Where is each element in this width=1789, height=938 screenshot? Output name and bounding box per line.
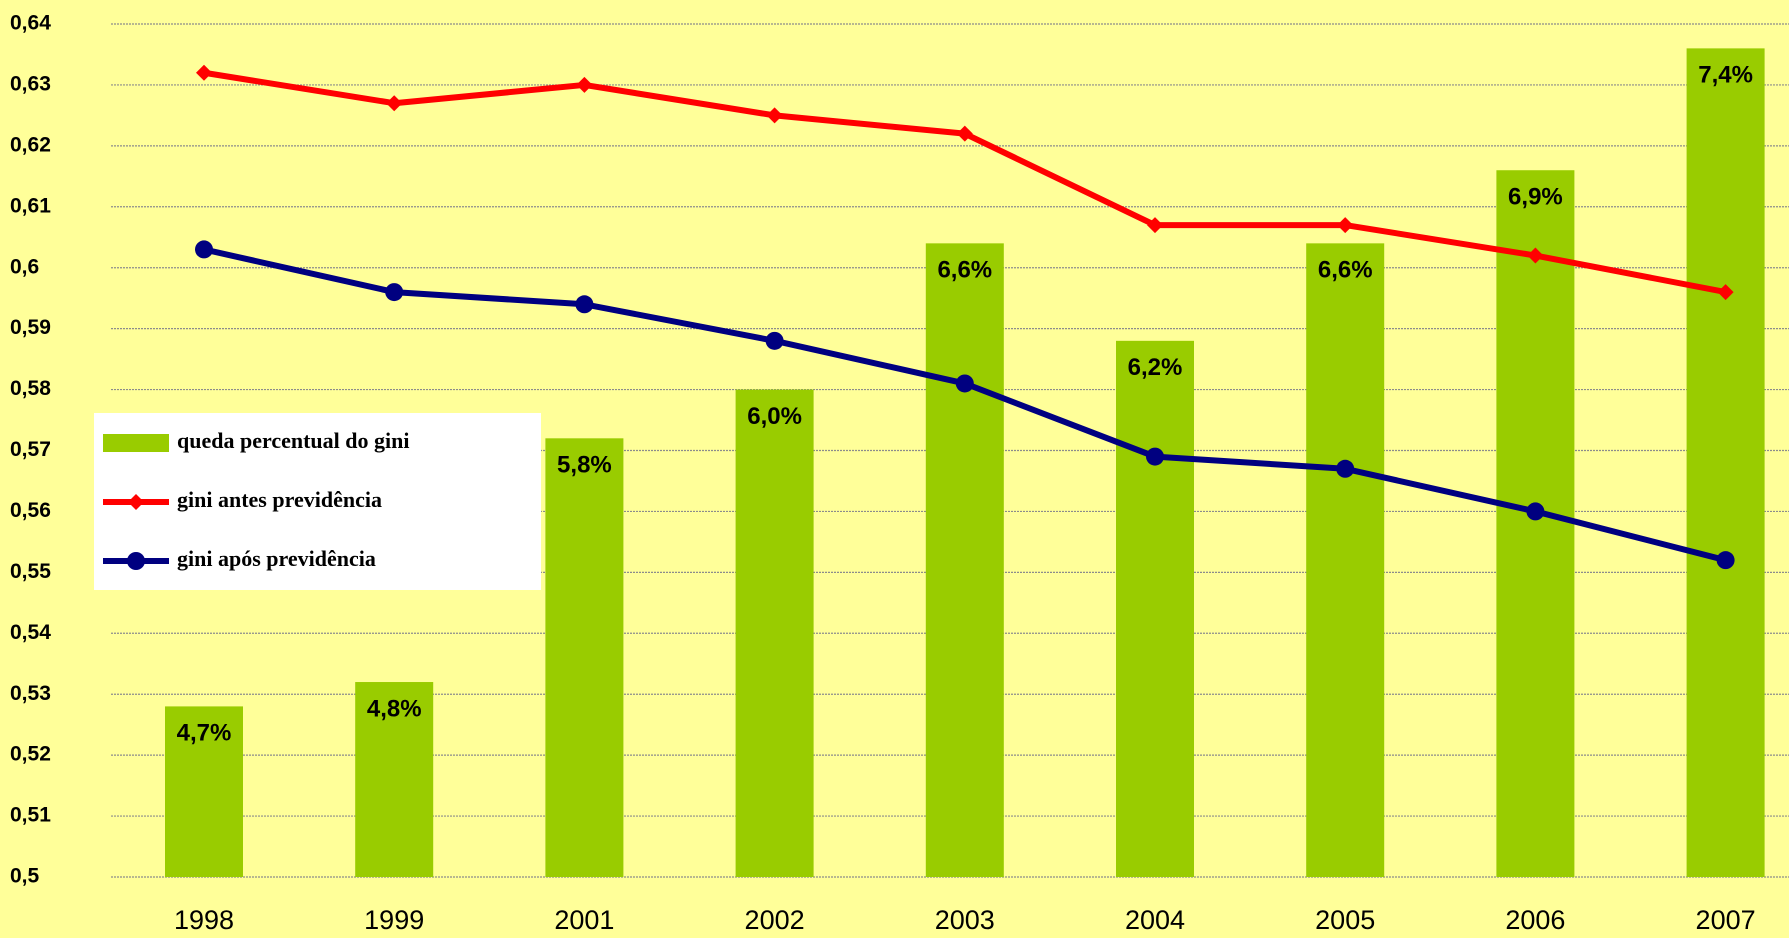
legend-symbol bbox=[103, 434, 169, 452]
bar bbox=[735, 389, 814, 877]
marker bbox=[1147, 217, 1163, 234]
y-tick-label: 0,6 bbox=[10, 255, 39, 278]
data-label: 6,2% bbox=[1128, 354, 1183, 381]
marker bbox=[576, 76, 593, 93]
data-label: 5,8% bbox=[557, 452, 612, 479]
x-tick-label: 2004 bbox=[1125, 905, 1185, 935]
marker bbox=[385, 283, 404, 302]
x-tick-label: 2006 bbox=[1505, 905, 1565, 935]
marker bbox=[1146, 447, 1164, 466]
legend-label: queda percentual do gini bbox=[177, 428, 409, 453]
y-tick-label: 0,64 bbox=[10, 12, 51, 35]
data-label: 4,7% bbox=[177, 720, 232, 747]
y-tick-label: 0,55 bbox=[10, 560, 51, 583]
legend-label: gini após previdência bbox=[177, 546, 376, 571]
y-tick-label: 0,5 bbox=[10, 865, 40, 888]
marker bbox=[1526, 502, 1545, 521]
y-tick-label: 0,53 bbox=[10, 682, 51, 705]
y-tick-label: 0,62 bbox=[10, 133, 51, 156]
bar bbox=[1686, 48, 1765, 877]
x-tick-label: 1998 bbox=[174, 905, 234, 935]
data-label: 6,6% bbox=[1318, 257, 1373, 284]
data-label: 4,8% bbox=[367, 695, 422, 722]
bar bbox=[1496, 170, 1575, 877]
marker bbox=[765, 331, 784, 350]
marker bbox=[1717, 284, 1734, 301]
marker bbox=[766, 107, 783, 124]
bar bbox=[355, 682, 434, 877]
y-tick-label: 0,59 bbox=[10, 316, 51, 339]
x-tick-label: 2007 bbox=[1696, 905, 1756, 935]
bar bbox=[165, 706, 243, 877]
x-tick-label: 2001 bbox=[554, 905, 614, 935]
data-label: 7,4% bbox=[1698, 62, 1753, 89]
bar bbox=[1116, 340, 1194, 877]
legend-marker bbox=[128, 494, 144, 510]
data-label: 6,9% bbox=[1508, 184, 1563, 211]
bar bbox=[545, 438, 624, 877]
y-tick-label: 0,57 bbox=[10, 438, 51, 461]
marker bbox=[1337, 217, 1354, 234]
data-label: 6,6% bbox=[937, 257, 992, 284]
y-tick-label: 0,52 bbox=[10, 743, 51, 766]
bar bbox=[925, 243, 1004, 878]
data-label: 6,0% bbox=[747, 403, 802, 430]
marker bbox=[575, 295, 594, 314]
marker bbox=[195, 240, 213, 259]
bar bbox=[1306, 243, 1385, 878]
x-tick-label: 2005 bbox=[1315, 905, 1375, 935]
y-tick-label: 0,56 bbox=[10, 499, 51, 522]
y-tick-label: 0,63 bbox=[10, 72, 51, 95]
marker bbox=[956, 125, 973, 142]
marker bbox=[386, 95, 403, 112]
marker bbox=[1527, 247, 1544, 264]
marker bbox=[955, 374, 974, 393]
marker bbox=[1336, 459, 1355, 478]
legend: queda percentual do gini gini antes previ… bbox=[94, 413, 541, 590]
x-tick-label: 2003 bbox=[935, 905, 995, 935]
x-tick-label: 2002 bbox=[745, 905, 805, 935]
legend-marker bbox=[127, 552, 145, 570]
x-tick-label: 1999 bbox=[364, 905, 424, 935]
y-tick-label: 0,54 bbox=[10, 621, 51, 644]
y-tick-label: 0,61 bbox=[10, 194, 51, 217]
marker bbox=[196, 64, 212, 81]
y-tick-label: 0,51 bbox=[10, 804, 51, 827]
marker bbox=[1716, 551, 1735, 570]
legend-label: gini antes previdência bbox=[177, 487, 382, 512]
y-tick-label: 0,58 bbox=[10, 377, 51, 400]
